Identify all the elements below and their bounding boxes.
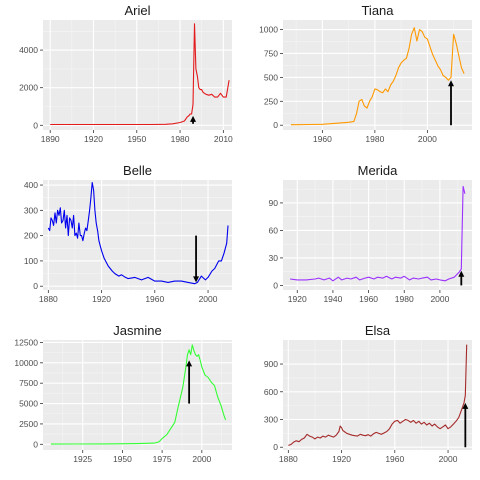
series-line-tiana [290, 27, 465, 126]
y-tick-label: 600 [264, 387, 278, 397]
plot-background [283, 20, 472, 130]
x-tick-label: 1920 [332, 454, 351, 464]
x-tick-label: 1950 [113, 454, 132, 464]
y-tick-label: 0 [273, 120, 278, 130]
y-tick-label: 2500 [19, 419, 38, 429]
x-tick-label: 2000 [430, 294, 449, 304]
y-tick-label: 0 [33, 439, 38, 449]
panel-title: Elsa [365, 323, 391, 338]
y-tick-label: 900 [264, 359, 278, 369]
annotation-arrow-head [190, 115, 197, 122]
y-tick-label: 12500 [14, 337, 38, 347]
y-tick-label: 250 [264, 96, 278, 106]
y-tick-label: 0 [273, 442, 278, 452]
series-line-merida [290, 185, 466, 282]
chart-panel-jasmine: Jasmine 1925 1950 1975 2000 0 2500 5000 7500 1000… [14, 323, 232, 464]
y-tick-label: 1000 [259, 25, 278, 35]
panel-title: Belle [123, 163, 152, 178]
x-tick-label: 1920 [92, 294, 111, 304]
x-tick-label: 1890 [41, 134, 60, 144]
y-tick-label: 5000 [19, 399, 38, 409]
plot-background [283, 340, 472, 450]
x-tick-label: 1980 [171, 134, 190, 144]
y-tick-label: 7500 [19, 378, 38, 388]
y-tick-label: 30 [269, 253, 279, 263]
x-tick-label: 1880 [279, 454, 298, 464]
panel-title: Merida [358, 163, 399, 178]
x-tick-label: 1880 [39, 294, 58, 304]
y-tick-label: 0 [273, 280, 278, 290]
x-tick-label: 2000 [439, 454, 458, 464]
x-tick-label: 1960 [359, 294, 378, 304]
x-tick-label: 1950 [127, 134, 146, 144]
annotation-arrow-head [458, 270, 465, 277]
x-tick-label: 1920 [288, 294, 307, 304]
x-tick-label: 2000 [192, 454, 211, 464]
y-tick-label: 60 [269, 225, 279, 235]
chart-panel-elsa: Elsa 1880 1920 1960 2000 0 300 600 900 [264, 323, 472, 464]
y-tick-label: 500 [264, 72, 278, 82]
annotation-arrow-head [193, 276, 200, 283]
x-tick-label: 2010 [214, 134, 233, 144]
x-tick-label: 1980 [395, 294, 414, 304]
series-line-jasmine [50, 344, 227, 445]
plot-background [43, 340, 232, 450]
y-tick-label: 10000 [14, 358, 38, 368]
chart-panel-tiana: Tiana 1960 1980 2000 0 250 500 750 1000 [259, 3, 472, 144]
x-tick-label: 1980 [365, 134, 384, 144]
x-tick-label: 1940 [323, 294, 342, 304]
annotation-arrow-head [186, 360, 193, 367]
chart-panel-belle: Belle 1880 1920 1960 2000 0 100 200 300 400 [24, 163, 232, 304]
x-tick-label: 1975 [153, 454, 172, 464]
panel-title: Tiana [361, 3, 394, 18]
y-tick-label: 300 [264, 414, 278, 424]
plot-background [283, 180, 472, 290]
x-tick-label: 1925 [73, 454, 92, 464]
y-tick-label: 2000 [19, 83, 38, 93]
series-line-ariel [50, 23, 230, 126]
x-tick-label: 1960 [385, 454, 404, 464]
y-tick-label: 90 [269, 198, 279, 208]
plot-background [43, 20, 232, 130]
series-line-belle [47, 181, 229, 285]
x-tick-label: 1960 [313, 134, 332, 144]
chart-panel-merida: Merida 1920 1940 1960 1980 2000 0 30 60 90 [269, 163, 472, 304]
y-tick-label: 0 [33, 120, 38, 130]
x-tick-label: 1920 [84, 134, 103, 144]
x-tick-label: 1960 [145, 294, 164, 304]
x-tick-label: 2000 [199, 294, 218, 304]
y-tick-label: 400 [24, 180, 38, 190]
y-tick-label: 4000 [19, 45, 38, 55]
annotation-arrow-head [462, 402, 469, 409]
y-tick-label: 750 [264, 48, 278, 58]
series-line-elsa [288, 344, 468, 446]
y-tick-label: 200 [24, 231, 38, 241]
y-tick-label: 0 [33, 281, 38, 291]
y-tick-label: 100 [24, 256, 38, 266]
y-tick-label: 300 [24, 205, 38, 215]
x-tick-label: 2000 [418, 134, 437, 144]
annotation-arrow-head [448, 80, 454, 87]
chart-panel-ariel: Ariel 1890 1920 1950 1980 2010 0 2000 4000 [19, 3, 233, 144]
panel-title: Ariel [124, 3, 150, 18]
panel-title: Jasmine [113, 323, 161, 338]
